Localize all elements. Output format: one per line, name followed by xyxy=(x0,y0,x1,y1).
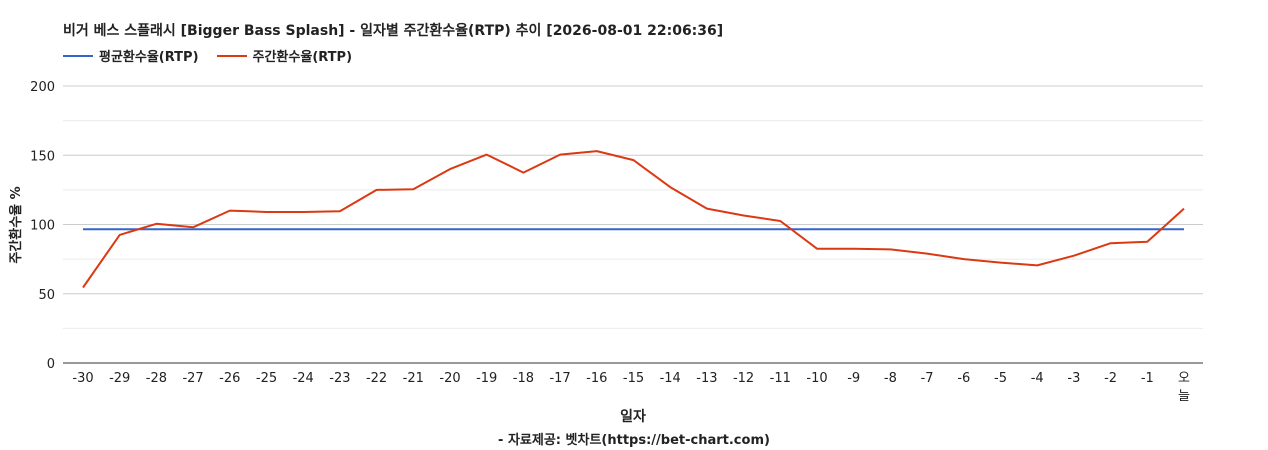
legend-swatch-weekly xyxy=(216,54,247,57)
x-tick-label: -22 xyxy=(366,371,387,386)
x-tick-label: -26 xyxy=(219,371,240,386)
x-tick-label-part: 오 xyxy=(1178,371,1190,386)
y-tick-label: 200 xyxy=(30,80,55,95)
x-tick-label: -2 xyxy=(1104,371,1117,386)
series xyxy=(82,150,1185,289)
x-tick-label: -18 xyxy=(513,371,534,386)
x-tick-label: -9 xyxy=(847,371,860,386)
x-tick-label: -4 xyxy=(1031,371,1044,386)
x-tick-label: -6 xyxy=(957,371,970,386)
x-tick-label: -21 xyxy=(403,371,424,386)
y-axis-label: 주간환수율 % xyxy=(8,186,24,263)
x-tick-label-part: 늘 xyxy=(1178,389,1190,404)
x-tick-label: -3 xyxy=(1067,371,1080,386)
y-tick-label: 150 xyxy=(30,149,55,164)
x-axis-label: 일자 xyxy=(620,409,646,425)
x-tick-label: -27 xyxy=(182,371,203,386)
y-tick-label: 100 xyxy=(30,219,55,234)
x-tick-label: -13 xyxy=(696,371,717,386)
x-tick-label: -10 xyxy=(806,371,827,386)
axes: 0 50 100 150 200 -30 -29 -28 -27 -26 -25 -24 -23 -22 -… xyxy=(30,80,1190,404)
x-tick-label: -11 xyxy=(770,371,791,386)
x-tick-label: -1 xyxy=(1141,371,1154,386)
y-tick-label: 0 xyxy=(47,357,55,372)
x-tick-label: -16 xyxy=(586,371,607,386)
chart-legend: 평균환수율(RTP) 주간환수율(RTP) xyxy=(63,46,370,65)
y-tick-label: 50 xyxy=(38,288,55,303)
x-tick-label: -25 xyxy=(256,371,277,386)
chart-title: 비거 베스 스플래시 [Bigger Bass Splash] - 일자별 주간… xyxy=(63,23,724,39)
x-tick-label: -30 xyxy=(72,371,93,386)
x-tick-label: -20 xyxy=(439,371,460,386)
legend-label-average: 평균환수율(RTP) xyxy=(99,50,199,65)
x-tick-label: -8 xyxy=(884,371,897,386)
x-tick-label: -23 xyxy=(329,371,350,386)
x-tick-label: -12 xyxy=(733,371,754,386)
x-tick-label: -7 xyxy=(921,371,934,386)
x-tick-label: -24 xyxy=(293,371,314,386)
legend-swatch-average xyxy=(63,54,93,57)
legend-item-weekly[interactable]: 주간환수율(RTP) xyxy=(216,46,353,65)
x-tick-label: -5 xyxy=(994,371,1007,386)
grid xyxy=(63,85,1203,364)
x-tick-label: -17 xyxy=(549,371,570,386)
x-tick-label: -28 xyxy=(146,371,167,386)
x-tick-label: -14 xyxy=(660,371,681,386)
x-tick-label: -19 xyxy=(476,371,497,386)
data-source-credit: - 자료제공: 벳차트(https://bet-chart.com) xyxy=(498,433,770,448)
x-tick-label: -15 xyxy=(623,371,644,386)
legend-label-weekly: 주간환수율(RTP) xyxy=(252,50,353,65)
series-line-weekly xyxy=(82,150,1185,289)
x-tick-label: -29 xyxy=(109,371,130,386)
legend-item-average[interactable]: 평균환수율(RTP) xyxy=(63,46,199,65)
